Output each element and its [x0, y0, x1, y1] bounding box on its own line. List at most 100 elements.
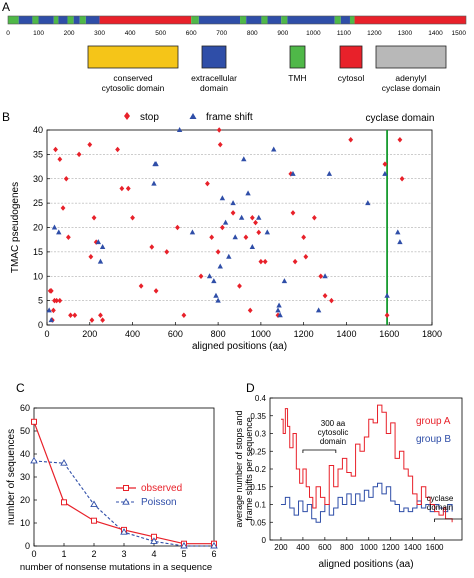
x-tick-label: 400	[296, 543, 310, 552]
x-tick-label: 200	[82, 329, 97, 339]
stop-point	[89, 317, 95, 323]
domain-tick-label: 900	[277, 30, 288, 37]
domain-tick-label: 1200	[367, 30, 382, 37]
stop-point	[237, 283, 242, 289]
y-tick-label: 40	[20, 449, 30, 459]
domain-segment-cytosol	[354, 16, 466, 24]
stop-point	[384, 312, 390, 319]
stop-point	[53, 146, 58, 153]
stop-point	[230, 210, 236, 216]
domain-bar-ticks: 0 100 200 300 400 500 600 700 800 900 1000 1100 1200…	[6, 30, 466, 37]
stop-point	[209, 234, 215, 241]
panel-a: A 0 100 200 300 400 500 600 700 800 900 1000 1100 12…	[2, 0, 466, 93]
frameshift-point	[264, 229, 271, 235]
y-tick-label: 30	[20, 472, 30, 482]
stop-point	[215, 249, 221, 255]
frameshift-point	[271, 146, 277, 152]
cyclase-domain-annotation: domain	[427, 503, 453, 512]
y-tick-label: 5	[38, 296, 43, 306]
frameshift-point	[222, 219, 229, 225]
domain-tick-label: 1500	[452, 30, 467, 37]
frameshift-point	[51, 224, 58, 230]
x-tick-label: 1200	[294, 329, 314, 339]
domain-segment-extracellular	[73, 16, 80, 24]
legend-label-cytosolic_conserved: conserved	[113, 73, 152, 83]
frameshift-point	[245, 190, 251, 196]
stop-point	[397, 136, 403, 143]
stop-point	[258, 258, 264, 265]
frameshift-point	[315, 307, 322, 313]
domain-segment-extracellular	[18, 16, 33, 24]
frameshift-point	[249, 244, 256, 249]
domain-segment-extracellular	[287, 16, 335, 24]
stop-point	[290, 210, 296, 216]
x-tick-label: 1000	[360, 543, 378, 552]
legend-label-cyclase: adenylyl	[395, 73, 426, 83]
x-tick-label: 6	[211, 549, 216, 559]
frameshift-point	[397, 239, 403, 245]
domain-tick-label: 300	[94, 30, 105, 37]
frameshift-point	[215, 297, 221, 303]
domain-bar	[7, 15, 467, 25]
stop-point	[76, 151, 82, 158]
frameshift-point	[290, 170, 296, 176]
frameshift-point	[382, 170, 388, 176]
x-tick-label: 800	[340, 543, 354, 552]
stop-point	[48, 288, 54, 294]
y-tick-label: 20	[33, 223, 43, 233]
stop-point	[275, 312, 281, 319]
stop-point	[303, 253, 309, 260]
x-tick-label: 5	[181, 549, 186, 559]
stop-point	[253, 219, 258, 226]
frameshift-point	[189, 229, 196, 235]
legend-label-cytosol: cytosol	[338, 73, 365, 83]
y-axis-label: number of sequences	[6, 429, 17, 525]
x-tick-label: 1400	[404, 543, 422, 552]
frameshift-point	[232, 234, 238, 240]
stop-point	[216, 127, 222, 133]
panel-d: D 0 0.05 0.1 0.15 0.2 0.25 0.3 0.35 0.4 200 400 600…	[234, 381, 463, 570]
stop-point	[119, 185, 125, 192]
poisson-point	[120, 528, 128, 535]
stop-point	[322, 292, 328, 299]
stop-point	[63, 175, 69, 182]
domain-segment-extracellular	[246, 16, 262, 24]
frameshift-point	[97, 258, 104, 264]
frameshift-point	[277, 312, 283, 318]
stop-point	[125, 185, 131, 192]
x-tick-label: 1	[61, 549, 66, 559]
poisson-point	[90, 500, 98, 508]
legend-stop-marker	[124, 112, 130, 120]
legend-stop-label: stop	[140, 112, 159, 123]
domain-segment-tmh	[191, 16, 199, 24]
y-tick-label: 0	[25, 541, 30, 551]
stop-point	[399, 175, 405, 182]
panel-c: C 0 10 20 30 40 50 60 0 1 2 3 4 5 6 number of nonsense…	[6, 381, 218, 573]
stop-point	[198, 273, 204, 280]
x-tick-label: 1800	[422, 329, 442, 339]
x-tick-label: 2	[91, 549, 96, 559]
legend-observed-marker	[123, 485, 129, 491]
observed-point	[31, 418, 37, 425]
y-tick-label: 0.1	[255, 501, 267, 510]
domain-segment-tmh	[67, 16, 74, 24]
y-tick-label: 0.2	[255, 465, 267, 474]
y-tick-label: 10	[33, 271, 43, 281]
domain-segment-tmh	[79, 16, 86, 24]
stop-point	[88, 253, 94, 260]
domain-segment-extracellular	[340, 16, 350, 24]
y-tick-label: 0.3	[255, 430, 267, 439]
cyclase-domain-label: cyclase domain	[366, 113, 435, 124]
legend-label-extracellular: domain	[200, 83, 228, 93]
group-a-line	[280, 404, 453, 523]
domain-segment-tmh	[281, 16, 288, 24]
stop-point	[382, 161, 388, 167]
x-tick-label: 0	[31, 549, 36, 559]
y-tick-label: 30	[33, 174, 43, 184]
stop-point	[301, 234, 307, 241]
stop-point	[72, 312, 78, 319]
legend-frameshift-label: frame shift	[206, 112, 253, 123]
